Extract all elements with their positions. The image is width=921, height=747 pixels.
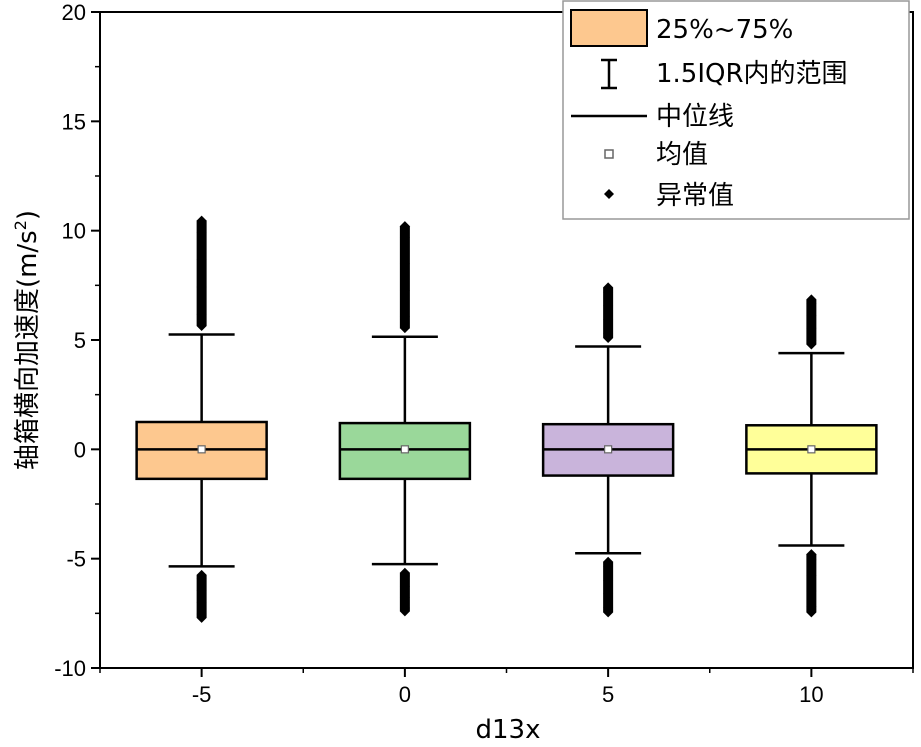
outlier-point bbox=[196, 574, 207, 583]
outlier-point bbox=[196, 228, 207, 237]
outlier-point bbox=[196, 610, 207, 619]
legend-median-label: 中位线 bbox=[656, 102, 734, 132]
y-tick-label: 0 bbox=[74, 437, 86, 462]
outliers-high bbox=[399, 221, 410, 334]
mean-marker bbox=[197, 445, 206, 454]
legend-box-label: 25%~75% bbox=[656, 15, 793, 45]
x-tick-label: -5 bbox=[192, 682, 212, 707]
box-5 bbox=[541, 282, 675, 618]
legend: 25%~75% 1.5IQR内的范围 中位线 均值 异常值 bbox=[562, 0, 910, 220]
y-tick-label: -10 bbox=[54, 656, 86, 681]
outlier-point bbox=[603, 315, 614, 324]
outlier-point bbox=[603, 288, 614, 297]
box-10 bbox=[745, 294, 878, 618]
outlier-band bbox=[603, 556, 614, 618]
outlier-point bbox=[196, 598, 207, 607]
outlier-point bbox=[806, 324, 817, 333]
plot-area bbox=[135, 215, 878, 623]
x-tick-label: 0 bbox=[399, 682, 411, 707]
box--5 bbox=[135, 215, 268, 623]
legend-mean-icon bbox=[604, 149, 614, 159]
outlier-point bbox=[603, 603, 614, 612]
outlier-point bbox=[399, 593, 410, 602]
outlier-band bbox=[603, 282, 614, 343]
x-tick-label: 5 bbox=[602, 682, 614, 707]
outlier-band bbox=[399, 567, 410, 617]
outlier-point bbox=[603, 301, 614, 310]
y-tick-label: -5 bbox=[66, 547, 86, 572]
outlier-band bbox=[806, 549, 817, 618]
y-axis-title: 轴箱横向加速度(m/s2) bbox=[11, 210, 43, 470]
y-tick-label: 15 bbox=[62, 109, 86, 134]
x-tick-label: 10 bbox=[799, 682, 823, 707]
mean-marker bbox=[807, 445, 816, 454]
outlier-point bbox=[603, 329, 614, 338]
outlier-point bbox=[806, 555, 817, 564]
outlier-point bbox=[399, 286, 410, 295]
box-0 bbox=[338, 221, 472, 617]
outlier-point bbox=[603, 576, 614, 585]
legend-outlier-icon bbox=[604, 189, 614, 199]
x-axis-title: d13x bbox=[476, 715, 541, 745]
outliers-low bbox=[806, 549, 817, 618]
outlier-point bbox=[603, 562, 614, 571]
outlier-point bbox=[806, 311, 817, 320]
outlier-point bbox=[399, 312, 410, 321]
outlier-point bbox=[603, 589, 614, 598]
mean-marker bbox=[400, 445, 409, 454]
outlier-point bbox=[196, 282, 207, 291]
outlier-point bbox=[399, 582, 410, 591]
outlier-band bbox=[196, 569, 207, 623]
outlier-point bbox=[399, 572, 410, 581]
outlier-point bbox=[196, 310, 207, 319]
y-tick-label: 10 bbox=[62, 219, 86, 244]
y-tick-label: 5 bbox=[74, 328, 86, 353]
outliers-high bbox=[196, 215, 207, 331]
legend-whisker-label: 1.5IQR内的范围 bbox=[656, 59, 848, 89]
outlier-band bbox=[399, 221, 410, 334]
outlier-point bbox=[399, 233, 410, 242]
outlier-band bbox=[806, 294, 817, 350]
y-tick-label: 20 bbox=[62, 0, 86, 25]
legend-mean-label: 均值 bbox=[656, 140, 708, 170]
outliers-low bbox=[399, 567, 410, 617]
outliers-high bbox=[603, 282, 614, 343]
outlier-point bbox=[806, 571, 817, 580]
outlier-point bbox=[806, 299, 817, 308]
x-axis: -5 0 5 10 bbox=[99, 668, 914, 707]
outlier-point bbox=[806, 587, 817, 596]
outliers-high bbox=[806, 294, 817, 350]
legend-outlier-label: 异常值 bbox=[656, 181, 734, 211]
outlier-band bbox=[196, 215, 207, 331]
outlier-point bbox=[806, 336, 817, 345]
mean-marker bbox=[604, 445, 613, 454]
outlier-point bbox=[196, 255, 207, 264]
outlier-point bbox=[196, 586, 207, 595]
outlier-point bbox=[399, 259, 410, 268]
outliers-low bbox=[196, 569, 207, 623]
outliers-low bbox=[603, 556, 614, 618]
legend-whisker-icon bbox=[601, 58, 617, 90]
y-axis: -10 -5 0 5 10 15 20 bbox=[54, 0, 100, 681]
outlier-point bbox=[399, 604, 410, 613]
outlier-point bbox=[806, 602, 817, 611]
legend-box-swatch bbox=[570, 9, 648, 47]
